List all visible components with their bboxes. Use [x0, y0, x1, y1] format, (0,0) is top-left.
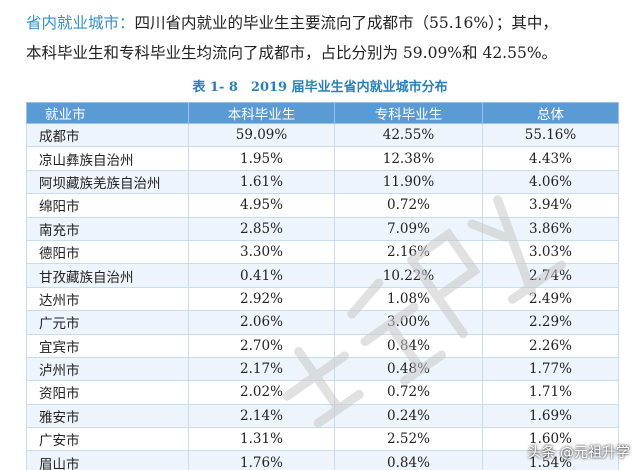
table-row: 广安市 1.31% 2.52% 1.60%	[26, 427, 619, 452]
header-city: 就业市	[26, 102, 189, 124]
table-row: 南充市 2.85% 7.09% 3.86%	[26, 216, 619, 241]
cell-junior-college: 2.16%	[334, 239, 483, 265]
cell-undergrad: 3.30%	[188, 239, 335, 265]
intro-lead: 省内就业城市：	[26, 14, 135, 32]
header-junior-college: 专科毕业生	[334, 102, 483, 124]
cell-undergrad: 1.61%	[188, 169, 335, 195]
cell-junior-college: 0.84%	[334, 333, 483, 358]
cell-junior-college: 10.22%	[334, 263, 483, 288]
cell-undergrad: 0.41%	[188, 263, 335, 288]
cell-undergrad: 4.95%	[188, 193, 335, 218]
header-undergrad: 本科毕业生	[188, 102, 335, 124]
table-body: 成都市 59.09% 42.55% 55.16% 凉山彝族自治州 1.95% 12.38% 4…	[26, 122, 619, 470]
cell-undergrad: 2.70%	[188, 333, 335, 358]
table-row: 凉山彝族自治州 1.95% 12.38% 4.43%	[26, 146, 619, 171]
cell-undergrad: 1.95%	[188, 146, 335, 171]
cell-junior-college: 11.90%	[334, 169, 483, 195]
cell-undergrad: 59.09%	[188, 122, 335, 148]
table-row: 宜宾市 2.70% 0.84% 2.26%	[26, 333, 619, 358]
cell-city: 广安市	[26, 427, 189, 452]
intro-line-1: 省内就业城市：四川省内就业的毕业生主要流向了成都市（55.16%）；其中，	[26, 8, 626, 38]
cell-overall: 55.16%	[482, 122, 619, 148]
table-row: 资阳市 2.02% 0.72% 1.71%	[26, 380, 619, 405]
cell-overall: 2.26%	[482, 333, 619, 358]
table-row: 阿坝藏族羌族自治州 1.61% 11.90% 4.06%	[26, 169, 619, 195]
cell-overall: 3.86%	[482, 216, 619, 241]
cell-junior-college: 3.00%	[334, 310, 483, 335]
cell-junior-college: 0.72%	[334, 380, 483, 405]
cell-undergrad: 2.85%	[188, 216, 335, 241]
cell-overall: 3.94%	[482, 193, 619, 218]
cell-junior-college: 0.48%	[334, 356, 483, 382]
cell-city: 达州市	[26, 286, 189, 312]
cell-overall: 2.49%	[482, 286, 619, 312]
cell-junior-college: 0.84%	[334, 450, 483, 470]
cell-city: 德阳市	[26, 239, 189, 265]
footer-watermark: 头条 @元祖升学	[527, 445, 630, 461]
intro-text-1: 四川省内就业的毕业生主要流向了成都市（55.16%）；其中，	[134, 14, 558, 32]
cell-city: 阿坝藏族羌族自治州	[26, 169, 189, 195]
intro-line-2: 本科毕业生和专科毕业生均流向了成都市，占比分别为 59.09%和 42.55%。	[26, 44, 558, 62]
city-table: 就业市 本科毕业生 专科毕业生 总体 成都市 59.09% 42.55% 55.16%…	[26, 102, 619, 470]
table-row: 成都市 59.09% 42.55% 55.16%	[26, 122, 619, 148]
cell-undergrad: 2.17%	[188, 356, 335, 382]
table-row: 眉山市 1.76% 0.84% 1.54%	[26, 450, 619, 470]
cell-junior-college: 0.72%	[334, 193, 483, 218]
header-overall: 总体	[482, 102, 619, 124]
cell-overall: 3.03%	[482, 239, 619, 265]
cell-overall: 1.54%	[482, 450, 619, 470]
table-caption: 表 1- 8 2019 届毕业生省内就业城市分布	[192, 80, 448, 95]
table-row: 雅安市 2.14% 0.24% 1.69%	[26, 403, 619, 429]
cell-junior-college: 7.09%	[334, 216, 483, 241]
cell-city: 甘孜藏族自治州	[26, 263, 189, 288]
cell-city: 成都市	[26, 122, 189, 148]
cell-junior-college: 2.52%	[334, 427, 483, 452]
cell-undergrad: 2.14%	[188, 403, 335, 429]
cell-city: 南充市	[26, 216, 189, 241]
cell-city: 资阳市	[26, 380, 189, 405]
table-row: 泸州市 2.17% 0.48% 1.77%	[26, 356, 619, 382]
cell-overall: 2.74%	[482, 263, 619, 288]
table-row: 德阳市 3.30% 2.16% 3.03%	[26, 239, 619, 265]
cell-undergrad: 2.92%	[188, 286, 335, 312]
cell-overall: 4.43%	[482, 146, 619, 171]
cell-junior-college: 0.24%	[334, 403, 483, 429]
cell-city: 广元市	[26, 310, 189, 335]
cell-city: 眉山市	[26, 450, 189, 470]
intro-paragraph: 省内就业城市：四川省内就业的毕业生主要流向了成都市（55.16%）；其中， 本科…	[26, 8, 626, 68]
table-row: 达州市 2.92% 1.08% 2.49%	[26, 286, 619, 312]
cell-city: 雅安市	[26, 403, 189, 429]
cell-city: 绵阳市	[26, 193, 189, 218]
table-row: 甘孜藏族自治州 0.41% 10.22% 2.74%	[26, 263, 619, 288]
cell-overall: 1.77%	[482, 356, 619, 382]
cell-city: 泸州市	[26, 356, 189, 382]
cell-undergrad: 2.06%	[188, 310, 335, 335]
cell-city: 凉山彝族自治州	[26, 146, 189, 171]
cell-junior-college: 42.55%	[334, 122, 483, 148]
table-row: 广元市 2.06% 3.00% 2.29%	[26, 310, 619, 335]
cell-overall: 4.06%	[482, 169, 619, 195]
cell-undergrad: 1.31%	[188, 427, 335, 452]
cell-junior-college: 12.38%	[334, 146, 483, 171]
table-row: 绵阳市 4.95% 0.72% 3.94%	[26, 193, 619, 218]
cell-overall: 2.29%	[482, 310, 619, 335]
cell-overall: 1.60%	[482, 427, 619, 452]
cell-overall: 1.71%	[482, 380, 619, 405]
cell-junior-college: 1.08%	[334, 286, 483, 312]
cell-overall: 1.69%	[482, 403, 619, 429]
cell-undergrad: 1.76%	[188, 450, 335, 470]
cell-city: 宜宾市	[26, 333, 189, 358]
table-header-row: 就业市 本科毕业生 专科毕业生 总体	[26, 102, 619, 124]
cell-undergrad: 2.02%	[188, 380, 335, 405]
